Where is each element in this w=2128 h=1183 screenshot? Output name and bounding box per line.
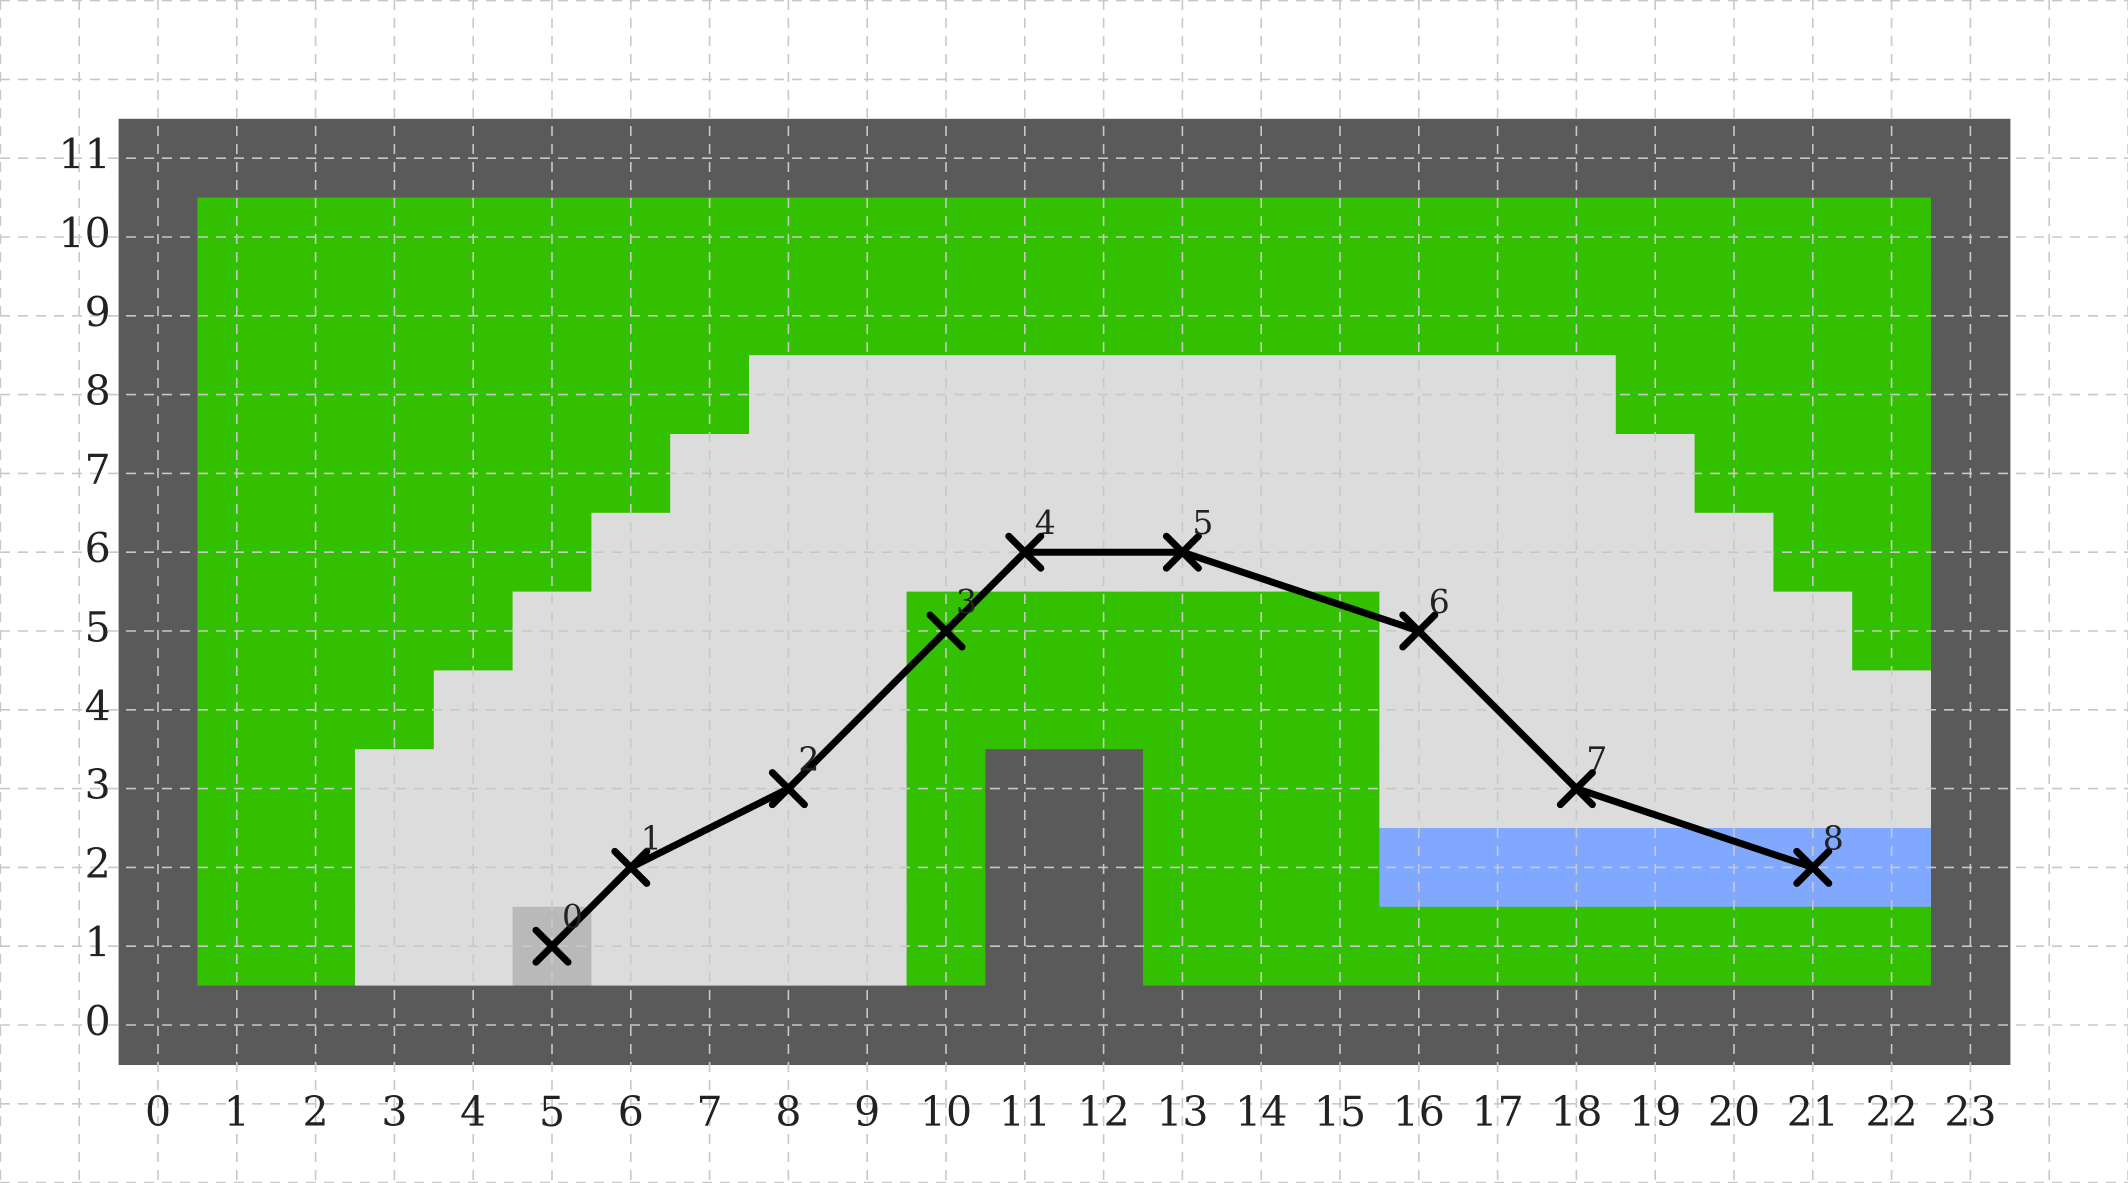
x-mark-icon (768, 769, 808, 809)
x-tick-label: 5 (539, 1088, 565, 1136)
x-tick-label: 23 (1944, 1088, 1996, 1136)
waypoint-marker (1556, 769, 1596, 809)
waypoint-marker (1793, 847, 1833, 887)
x-mark-icon (926, 611, 966, 651)
y-tick-label: 9 (85, 288, 111, 336)
y-tick-label: 6 (85, 525, 111, 573)
y-tick-label: 2 (85, 840, 111, 888)
x-tick-label: 20 (1708, 1088, 1760, 1136)
y-tick-label: 3 (85, 761, 111, 809)
map-cells (118, 118, 2011, 1065)
waypoint-label: 1 (641, 818, 662, 857)
y-tick-label: 4 (85, 682, 111, 730)
x-mark-icon (1399, 611, 1439, 651)
x-tick-label: 12 (1078, 1088, 1130, 1136)
y-tick-label: 0 (85, 998, 111, 1046)
waypoint-path: 0 1 2 3 4 5 6 7 8 (532, 503, 1844, 966)
x-mark-icon (1005, 532, 1045, 572)
waypoint-label: 8 (1823, 818, 1844, 857)
y-tick-label: 8 (85, 367, 111, 415)
waypoint-label: 5 (1192, 503, 1213, 542)
x-tick-label: 7 (697, 1088, 723, 1136)
x-tick-label: 22 (1866, 1088, 1918, 1136)
waypoint-marker (1399, 611, 1439, 651)
x-tick-label: 21 (1787, 1088, 1839, 1136)
x-tick-label: 3 (381, 1088, 407, 1136)
x-tick-label: 1 (224, 1088, 250, 1136)
x-tick-label: 14 (1235, 1088, 1287, 1136)
waypoint-marker (1005, 532, 1045, 572)
waypoint-marker (768, 769, 808, 809)
x-tick-label: 13 (1156, 1088, 1208, 1136)
x-mark-icon (1556, 769, 1596, 809)
waypoint-label: 3 (956, 582, 977, 621)
x-tick-label: 4 (460, 1088, 486, 1136)
x-mark-icon (1793, 847, 1833, 887)
x-tick-label: 8 (775, 1088, 801, 1136)
waypoint-marker (1162, 532, 1202, 572)
waypoint-label: 6 (1429, 582, 1450, 621)
x-tick-label: 16 (1393, 1088, 1445, 1136)
waypoint-marker (532, 926, 572, 966)
waypoint-label: 0 (562, 897, 583, 936)
x-mark-icon (532, 926, 572, 966)
x-mark-icon (1162, 532, 1202, 572)
waypoint-label: 7 (1586, 740, 1607, 779)
x-tick-label: 9 (854, 1088, 880, 1136)
x-mark-icon (611, 847, 651, 887)
x-tick-label: 6 (618, 1088, 644, 1136)
x-tick-label: 15 (1314, 1088, 1366, 1136)
x-tick-label: 18 (1550, 1088, 1602, 1136)
y-tick-label: 5 (85, 604, 111, 652)
y-tick-label: 7 (85, 446, 111, 494)
x-tick-label: 17 (1472, 1088, 1524, 1136)
x-tick-label: 10 (920, 1088, 972, 1136)
y-tick-label: 1 (85, 919, 111, 967)
waypoint-marker (926, 611, 966, 651)
x-tick-label: 2 (303, 1088, 329, 1136)
x-tick-label: 19 (1629, 1088, 1681, 1136)
waypoint-label: 4 (1035, 503, 1056, 542)
axis-ticks: 0 1 2 3 4 5 6 7 8 9 10 11 12 13 14 15 16 17 18 19 20 21 22 2301… (59, 131, 1997, 1136)
x-tick-label: 11 (999, 1088, 1051, 1136)
waypoint-label: 2 (798, 740, 819, 779)
y-tick-label: 11 (59, 131, 111, 179)
waypoint-marker (611, 847, 651, 887)
y-tick-label: 10 (59, 210, 111, 258)
x-tick-label: 0 (145, 1088, 171, 1136)
